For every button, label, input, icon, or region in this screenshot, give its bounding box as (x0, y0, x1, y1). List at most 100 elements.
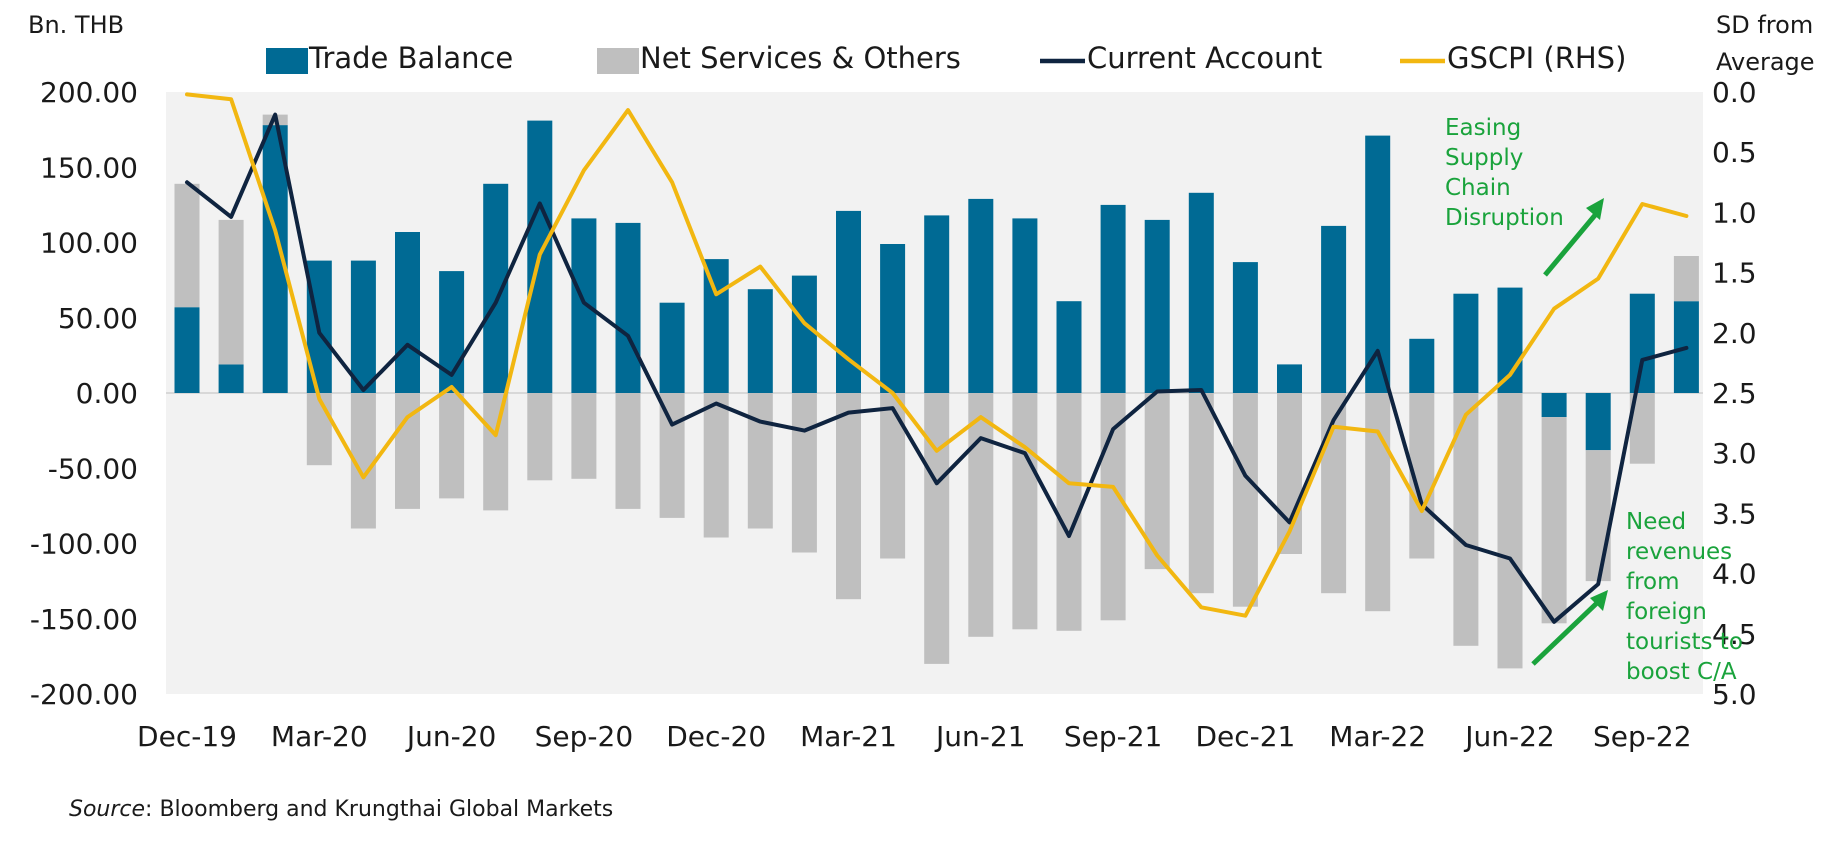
bars-layer (174, 114, 1699, 669)
left-tick-label: -50.00 (48, 452, 138, 485)
net-services-bar (1585, 450, 1611, 582)
annotation-easing-line: Disruption (1445, 205, 1564, 231)
x-tick-label: Sep-22 (1593, 720, 1692, 753)
net-services-bar (1497, 393, 1523, 669)
right-tick-label: 2.0 (1712, 317, 1757, 350)
legend: Trade Balance Net Services & Others Curr… (266, 41, 1626, 75)
left-tick-label: 50.00 (58, 302, 138, 335)
legend-label-trade-balance: Trade Balance (308, 41, 513, 75)
right-tick-label: 0.5 (1712, 136, 1757, 169)
trade-balance-bar (615, 222, 641, 393)
net-services-bar (306, 393, 332, 466)
trade-balance-bar (659, 302, 685, 393)
trade-balance-bar (1056, 301, 1082, 393)
left-tick-label: 150.00 (40, 151, 138, 184)
net-services-bar (527, 393, 553, 481)
annotation-easing-line: Supply (1445, 145, 1523, 171)
trade-balance-bar (350, 260, 376, 393)
right-tick-label: 0.0 (1712, 76, 1757, 109)
trade-balance-bar (1100, 204, 1126, 393)
legend-label-net-services: Net Services & Others (640, 41, 961, 75)
annotation-tourism-line: revenues (1626, 539, 1732, 565)
source-text: : Bloomberg and Krungthai Global Markets (145, 797, 613, 822)
annotation-tourism-line: Need (1626, 509, 1686, 535)
net-services-bar (615, 393, 641, 509)
trade-balance-bar (703, 259, 729, 393)
net-services-bar (924, 393, 950, 664)
annotation-easing-arrow (1543, 212, 1598, 277)
x-tick-label: Sep-21 (1064, 720, 1163, 753)
x-tick-label: Dec-21 (1195, 720, 1295, 753)
right-tick-label: 1.5 (1712, 257, 1757, 290)
net-services-bar (880, 393, 906, 559)
annotation-tourism-line: tourists to (1626, 629, 1743, 655)
x-tick-label: Jun-22 (1463, 720, 1554, 753)
annotation-tourism-line: boost C/A (1626, 659, 1737, 685)
trade-balance-bar (1232, 262, 1258, 393)
trade-balance-bar (1629, 293, 1655, 393)
x-tick-label: Dec-20 (666, 720, 766, 753)
annotation-easing-arrowhead (1586, 198, 1604, 220)
x-axis-ticks: Dec-19 Mar-20 Jun-20 Sep-20 Dec-20 Mar-21 Jun-… (137, 720, 1692, 753)
legend-swatch-net-services (597, 48, 639, 74)
trade-balance-bar (1012, 218, 1038, 393)
left-tick-label: -200.00 (30, 678, 138, 711)
right-axis-title-line2: Average (1716, 48, 1815, 76)
trade-balance-bar (1277, 364, 1302, 393)
annotation-easing: Easing Supply Chain Disruption (1445, 115, 1604, 277)
left-tick-label: 200.00 (40, 76, 138, 109)
right-tick-label: 4.5 (1712, 618, 1757, 651)
trade-balance-bar (880, 244, 906, 393)
net-services-bar (659, 393, 685, 518)
right-tick-label: 5.0 (1712, 678, 1757, 711)
trade-balance-bar (924, 215, 950, 393)
trade-balance-bar (1541, 393, 1567, 418)
left-axis-ticks: 200.00 150.00 100.00 50.00 0.00 -50.00 -100.00… (30, 76, 138, 711)
left-tick-label: -100.00 (30, 528, 138, 561)
x-tick-label: Mar-20 (271, 720, 368, 753)
trade-balance-bar (1585, 393, 1611, 451)
legend-label-current-account: Current Account (1087, 41, 1322, 75)
x-tick-label: Dec-19 (137, 720, 237, 753)
trade-balance-bar (571, 218, 597, 393)
net-services-bar (836, 393, 861, 600)
annotation-easing-line: Easing (1445, 115, 1521, 141)
trade-balance-bar (968, 198, 994, 393)
annotation-easing-line: Chain (1445, 175, 1511, 201)
annotation-tourism-arrowhead (1590, 590, 1608, 611)
right-tick-label: 1.0 (1712, 196, 1757, 229)
net-services-bar (703, 393, 729, 538)
annotation-tourism-line: from (1626, 569, 1680, 595)
x-tick-label: Mar-21 (800, 720, 897, 753)
x-tick-label: Sep-20 (535, 720, 634, 753)
trade-balance-bar (1409, 338, 1435, 393)
annotation-tourism-line: foreign (1626, 599, 1707, 625)
annotation-tourism-arrow (1531, 600, 1600, 666)
lines-layer (185, 92, 1689, 624)
trade-balance-bar (395, 232, 420, 393)
trade-balance-bar (218, 364, 244, 393)
gscpi-line (185, 92, 1689, 618)
net-services-bar (1365, 393, 1391, 612)
right-axis-ticks: 0.0 0.5 1.0 1.5 2.0 2.5 3.0 3.5 4.0 4.5 5.0 (1712, 76, 1757, 711)
net-services-bar (1188, 393, 1214, 594)
legend-label-gscpi: GSCPI (RHS) (1447, 41, 1626, 75)
trade-balance-bar (483, 183, 509, 393)
right-tick-label: 3.0 (1712, 437, 1757, 470)
source-note: Source: Bloomberg and Krungthai Global M… (69, 797, 613, 822)
right-axis-title-line1: SD from (1716, 11, 1813, 39)
left-tick-label: -150.00 (30, 603, 138, 636)
net-services-bar (791, 393, 817, 553)
trade-balance-bar (1453, 293, 1479, 393)
x-tick-label: Jun-21 (934, 720, 1025, 753)
net-services-bar (1541, 417, 1567, 624)
legend-swatch-trade-balance (266, 48, 308, 74)
net-services-bar (1232, 393, 1258, 607)
net-services-bar (968, 393, 994, 637)
annotation-tourism: Need revenues from foreign tourists to b… (1531, 509, 1743, 685)
source-label: Source (69, 797, 145, 822)
trade-balance-bar (836, 210, 861, 393)
current-account-line (185, 112, 1689, 624)
